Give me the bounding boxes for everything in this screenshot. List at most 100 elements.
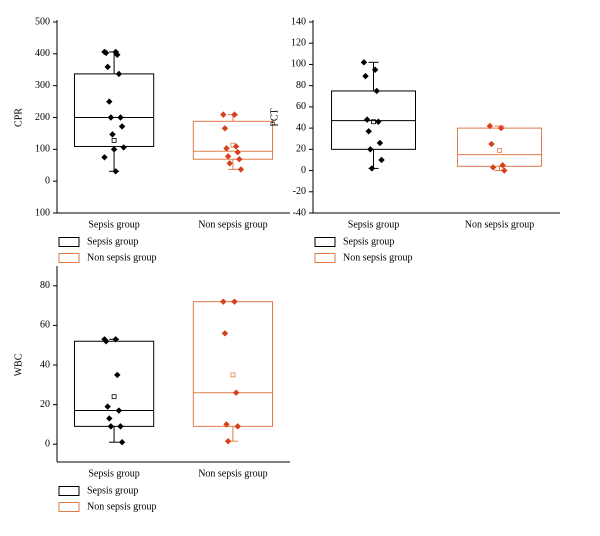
- data-point: [117, 423, 124, 430]
- y-tick-label: 60: [296, 101, 306, 112]
- x-tick-label: Non sepsis group: [198, 219, 267, 230]
- data-point: [101, 154, 108, 161]
- legend-swatch: [58, 486, 80, 496]
- data-point: [237, 166, 245, 173]
- data-point: [375, 118, 382, 125]
- box: [331, 90, 417, 150]
- x-tick-label: Sepsis group: [348, 219, 399, 230]
- y-tick-label: 0: [45, 175, 50, 186]
- y-tick-label: 400: [35, 48, 50, 59]
- data-point: [486, 122, 494, 130]
- data-point: [223, 421, 230, 428]
- data-point: [110, 146, 118, 153]
- data-point: [231, 111, 238, 118]
- y-tick-label: 0: [45, 438, 50, 449]
- legend-label: Non sepsis group: [343, 252, 412, 263]
- data-point: [115, 407, 123, 414]
- data-point: [109, 131, 116, 138]
- y-tick-label: 300: [35, 80, 50, 91]
- data-point: [112, 336, 119, 343]
- data-point: [367, 146, 374, 153]
- legend-label: Non sepsis group: [87, 252, 156, 263]
- y-tick-label: 40: [296, 122, 306, 133]
- y-axis-label: PCT: [269, 108, 280, 126]
- data-point: [368, 165, 376, 172]
- data-point: [220, 111, 227, 118]
- data-point: [112, 168, 119, 175]
- data-point: [118, 439, 126, 446]
- y-axis-label: CPR: [13, 108, 24, 127]
- box: [73, 340, 155, 427]
- data-point: [378, 156, 385, 164]
- legend-label: Non sepsis group: [87, 501, 156, 512]
- y-tick-label: 20: [296, 144, 306, 155]
- data-point: [115, 70, 123, 78]
- data-point: [120, 144, 127, 151]
- x-tick-label: Sepsis group: [88, 468, 139, 479]
- y-tick-label: 140: [291, 16, 306, 27]
- data-point: [231, 298, 238, 305]
- data-point: [232, 143, 240, 150]
- data-point: [106, 98, 113, 105]
- legend-label: Sepsis group: [87, 485, 138, 496]
- mean: [230, 372, 236, 378]
- data-point: [224, 153, 232, 160]
- y-tick-label: 80: [40, 280, 50, 291]
- data-point: [112, 48, 119, 56]
- data-point: [223, 145, 230, 152]
- data-point: [102, 338, 110, 345]
- data-point: [236, 156, 243, 163]
- box: [456, 127, 542, 167]
- data-point: [114, 51, 121, 58]
- data-point: [362, 72, 369, 80]
- x-tick-label: Non sepsis group: [198, 468, 267, 479]
- y-tick-label: 0: [301, 165, 306, 176]
- box: [192, 120, 274, 160]
- box: [192, 301, 274, 427]
- y-tick-label: -40: [293, 207, 306, 218]
- data-point: [114, 371, 121, 379]
- y-tick-label: 200: [35, 112, 50, 123]
- data-point: [499, 162, 506, 169]
- legend-label: Sepsis group: [343, 236, 394, 247]
- data-point: [232, 389, 240, 396]
- mean: [497, 147, 502, 153]
- data-point: [501, 167, 508, 174]
- legend-swatch: [58, 502, 80, 512]
- y-tick-label: -20: [293, 186, 306, 197]
- data-point: [106, 415, 113, 422]
- y-tick-label: 40: [40, 359, 50, 370]
- data-point: [104, 63, 111, 71]
- x-tick-label: Non sepsis group: [465, 219, 534, 230]
- y-tick-label: 60: [40, 320, 50, 331]
- data-point: [220, 298, 227, 305]
- data-point: [365, 128, 372, 135]
- data-point: [102, 49, 110, 57]
- data-point: [118, 123, 126, 130]
- data-point: [497, 124, 505, 132]
- x-tick-label: Sepsis group: [88, 219, 139, 230]
- data-point: [488, 140, 495, 148]
- y-tick-label: 100: [35, 207, 50, 218]
- data-point: [221, 125, 229, 132]
- mean: [111, 394, 117, 400]
- y-tick-label: 100: [291, 59, 306, 70]
- data-point: [363, 116, 371, 123]
- y-axis-label: WBC: [13, 353, 24, 376]
- legend-swatch: [314, 237, 336, 247]
- data-point: [234, 148, 241, 156]
- data-point: [221, 330, 229, 337]
- legend-label: Sepsis group: [87, 236, 138, 247]
- data-point: [117, 114, 124, 121]
- y-tick-label: 500: [35, 16, 50, 27]
- data-point: [107, 423, 115, 430]
- data-point: [224, 438, 232, 445]
- data-point: [107, 114, 115, 121]
- legend-swatch: [58, 237, 80, 247]
- data-point: [489, 164, 497, 171]
- data-point: [226, 160, 233, 167]
- data-point: [373, 87, 380, 95]
- y-tick-label: 20: [40, 399, 50, 410]
- data-point: [234, 423, 241, 430]
